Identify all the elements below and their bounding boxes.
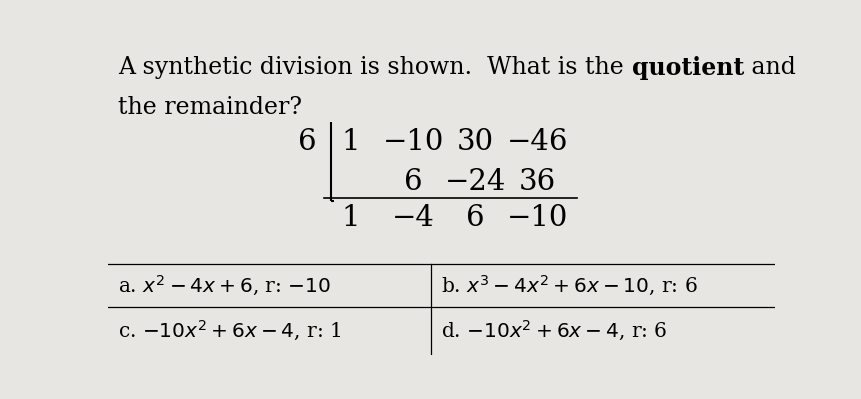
Text: and: and bbox=[744, 55, 796, 79]
Text: a. $x^2 - 4x + 6$, r: $-10$: a. $x^2 - 4x + 6$, r: $-10$ bbox=[118, 274, 331, 298]
Text: the remainder?: the remainder? bbox=[118, 95, 302, 119]
Text: 6: 6 bbox=[466, 204, 485, 232]
Text: 1: 1 bbox=[342, 128, 361, 156]
Text: −4: −4 bbox=[392, 204, 435, 232]
Text: 30: 30 bbox=[456, 128, 494, 156]
Text: 36: 36 bbox=[518, 168, 556, 196]
Text: −46: −46 bbox=[506, 128, 568, 156]
Text: A synthetic division is shown.  What is the: A synthetic division is shown. What is t… bbox=[118, 55, 632, 79]
Text: −24: −24 bbox=[444, 168, 506, 196]
Text: −10: −10 bbox=[382, 128, 444, 156]
Text: c. $-10x^2 + 6x - 4$, r: 1: c. $-10x^2 + 6x - 4$, r: 1 bbox=[118, 318, 341, 343]
Text: 6: 6 bbox=[404, 168, 423, 196]
Text: quotient: quotient bbox=[632, 55, 744, 79]
Text: d. $-10x^2 + 6x - 4$, r: 6: d. $-10x^2 + 6x - 4$, r: 6 bbox=[441, 318, 668, 343]
Text: 6: 6 bbox=[299, 128, 317, 156]
Text: 1: 1 bbox=[342, 204, 361, 232]
Text: b. $x^3 - 4x^2 + 6x - 10$, r: 6: b. $x^3 - 4x^2 + 6x - 10$, r: 6 bbox=[441, 274, 698, 298]
Text: −10: −10 bbox=[506, 204, 568, 232]
